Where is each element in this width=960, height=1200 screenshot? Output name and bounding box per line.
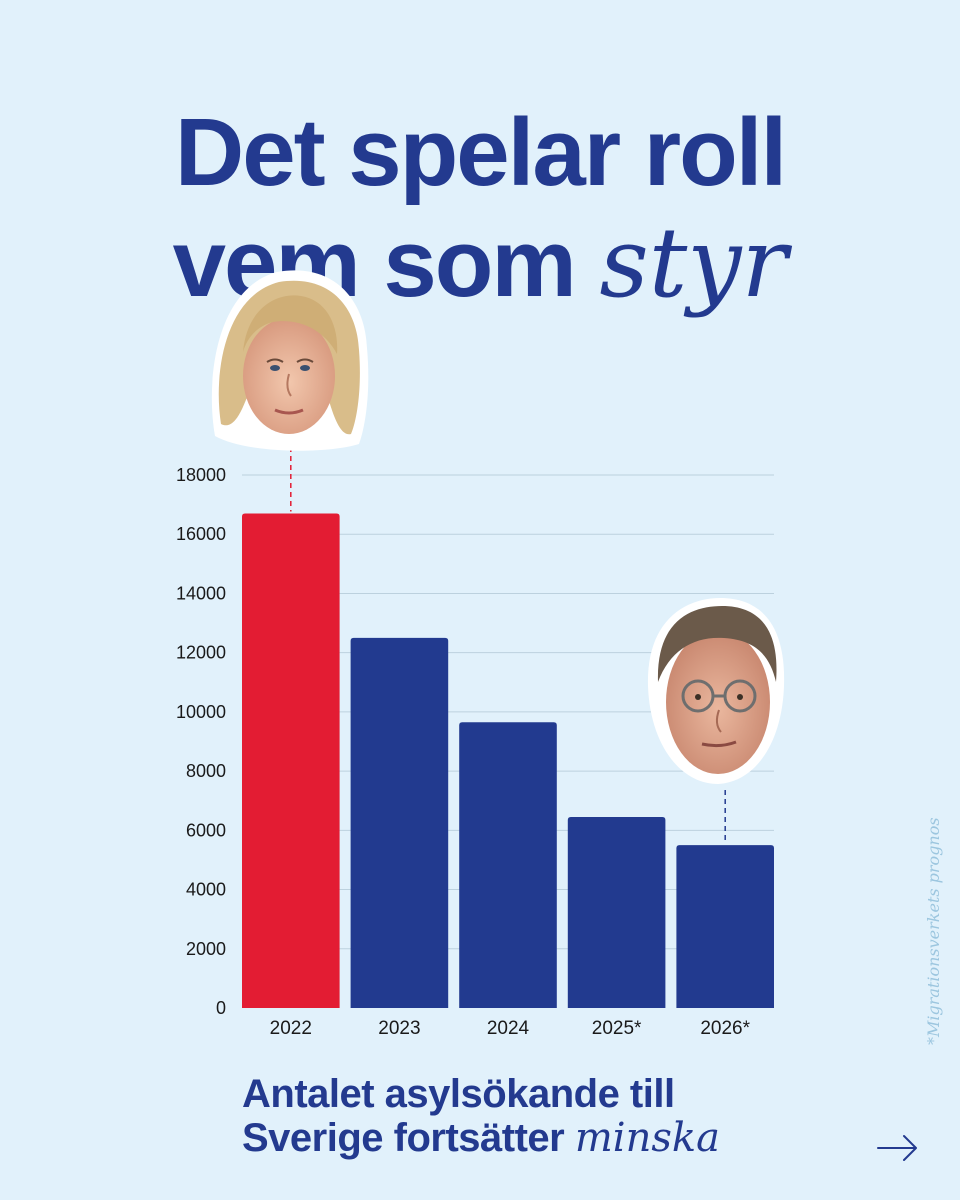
caption: Antalet asylsökande till Sverige fortsät… — [242, 1072, 720, 1160]
y-tick-label: 6000 — [186, 820, 226, 840]
arrow-right-icon[interactable] — [876, 1133, 920, 1163]
caption-line2: Sverige fortsätter — [242, 1116, 575, 1160]
portrait-2026 — [647, 598, 785, 784]
x-axis: 2022 2023 2024 2025* 2026* — [270, 1018, 751, 1039]
bars — [242, 513, 774, 1008]
bar-2025 — [567, 817, 666, 1008]
y-tick-label: 4000 — [186, 880, 226, 900]
bar-2022 — [242, 513, 340, 1008]
y-tick-label: 18000 — [176, 465, 226, 485]
y-axis: 0 2000 4000 6000 8000 10000 12000 14000 16000 180… — [176, 465, 226, 1018]
y-tick-label: 16000 — [176, 524, 226, 544]
bar-2023 — [350, 637, 449, 1008]
headline: Det spelar roll vem som styr — [0, 98, 960, 319]
x-tick-label: 2022 — [270, 1018, 312, 1039]
headline-line2-italic: styr — [599, 207, 788, 319]
x-tick-label: 2024 — [487, 1018, 530, 1039]
y-tick-label: 2000 — [186, 939, 226, 959]
y-tick-label: 10000 — [176, 702, 226, 722]
x-tick-label: 2026* — [700, 1018, 750, 1039]
caption-line1: Antalet asylsökande till — [242, 1072, 675, 1116]
portrait-2022 — [211, 270, 369, 451]
y-tick-label: 0 — [216, 998, 226, 1018]
headline-line1: Det spelar roll — [174, 99, 787, 206]
footnote: *Migrationsverkets prognos — [924, 817, 943, 1045]
bar-2024 — [459, 722, 557, 1008]
bar-2026 — [676, 845, 774, 1008]
caption-line2-italic: minska — [574, 1115, 720, 1161]
x-tick-label: 2025* — [592, 1018, 642, 1039]
x-tick-label: 2023 — [378, 1018, 420, 1039]
y-tick-label: 12000 — [176, 643, 226, 663]
y-tick-label: 14000 — [176, 583, 226, 603]
y-tick-label: 8000 — [186, 761, 226, 781]
